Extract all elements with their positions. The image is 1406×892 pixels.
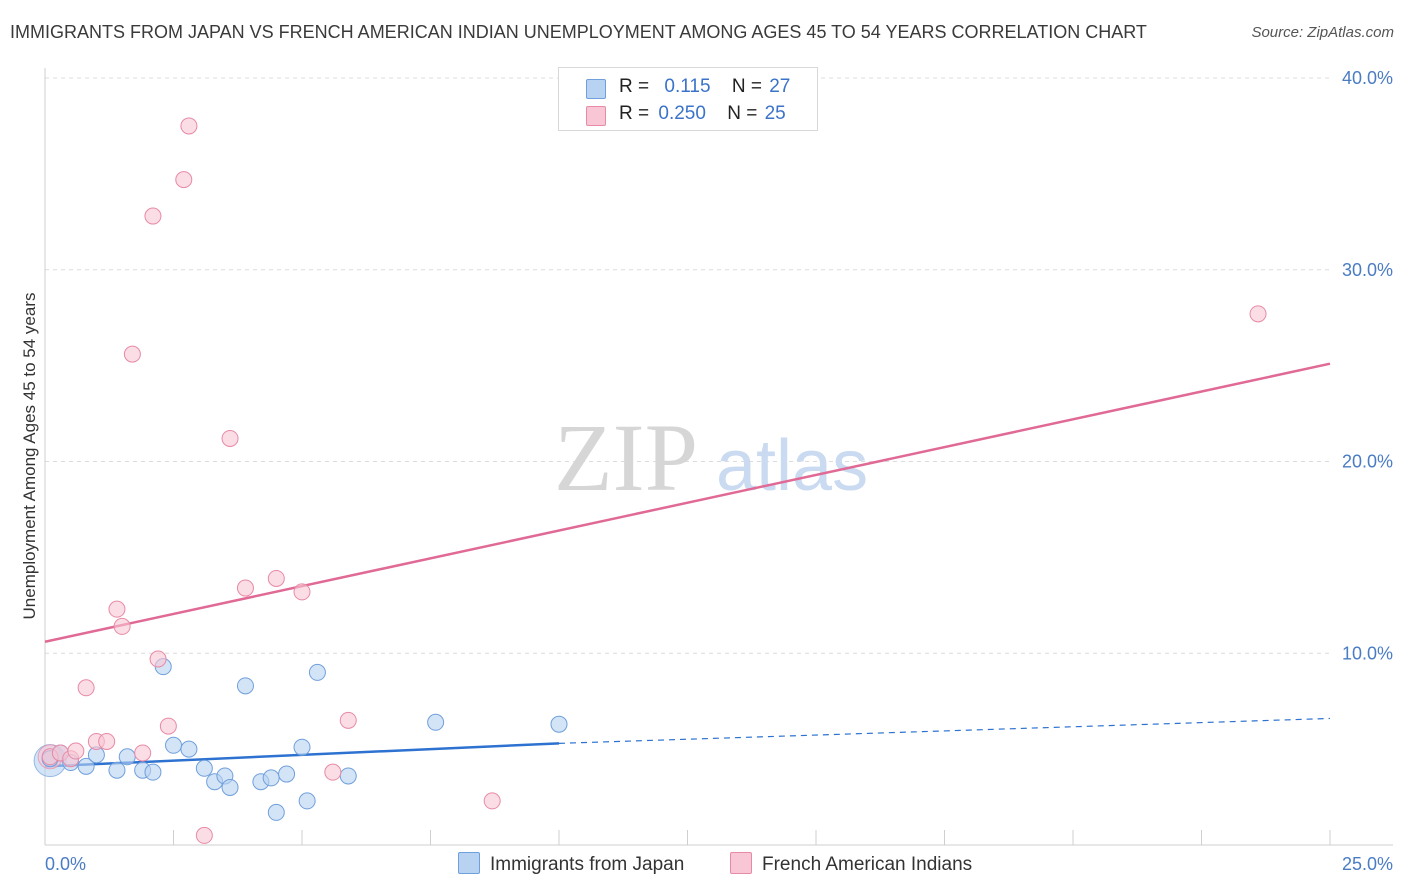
y-axis-label: Unemployment Among Ages 45 to 54 years: [20, 293, 39, 620]
legend-r-label: R =: [619, 103, 650, 124]
point-french: [339, 711, 357, 729]
point-french: [195, 826, 213, 844]
legend-n-value: 27: [769, 76, 791, 97]
point-japan: [267, 803, 285, 821]
point-french: [149, 650, 167, 668]
legend-r-label: R =: [619, 76, 650, 97]
point-french: [236, 579, 254, 597]
axes: [44, 68, 1393, 846]
legend-n-label: N =: [731, 76, 762, 97]
point-japan: [308, 663, 326, 681]
data-points: [33, 117, 1267, 844]
point-japan: [221, 778, 239, 796]
point-japan: [550, 715, 568, 733]
point-french: [324, 763, 342, 781]
y-tick-label: 30.0%: [1342, 260, 1393, 280]
point-french: [483, 792, 501, 810]
bottom-legend-swatch-french: [730, 852, 752, 874]
trendline-french: [44, 362, 1331, 643]
point-french: [123, 345, 141, 363]
gridlines: [45, 77, 1330, 654]
legend-swatch-japan: [586, 79, 606, 99]
point-japan: [339, 767, 357, 785]
y-tick-label: 10.0%: [1342, 643, 1393, 663]
point-french: [180, 117, 198, 135]
point-japan: [118, 748, 136, 766]
point-french: [144, 207, 162, 225]
point-japan: [298, 792, 316, 810]
point-french: [159, 717, 177, 735]
chart-title: IMMIGRANTS FROM JAPAN VS FRENCH AMERICAN…: [10, 22, 1147, 42]
point-french: [1249, 305, 1267, 323]
point-japan: [278, 765, 296, 783]
watermark-zip: ZIP: [554, 404, 698, 511]
point-japan: [262, 769, 280, 787]
point-japan: [165, 736, 182, 754]
point-french: [293, 583, 311, 601]
x-tick-label: 25.0%: [1342, 854, 1393, 874]
point-french: [267, 569, 285, 587]
y-tick-label: 40.0%: [1342, 68, 1393, 88]
x-tick-label: 0.0%: [45, 854, 86, 874]
point-japan: [427, 713, 445, 731]
bottom-legend-french: French American Indians: [730, 852, 972, 876]
legend-r-value: 0.115: [664, 76, 711, 97]
correlation-legend: R = 0.115 N = 27 R = 0.250 N = 25: [558, 67, 818, 131]
point-french: [98, 732, 116, 750]
point-japan: [180, 740, 198, 758]
point-french: [67, 742, 85, 760]
y-tick-label: 20.0%: [1342, 452, 1393, 472]
legend-swatch-french: [586, 106, 606, 126]
point-french: [134, 744, 152, 762]
point-japan: [195, 759, 213, 777]
point-french: [113, 617, 131, 635]
point-japan: [108, 761, 126, 779]
point-japan: [144, 763, 162, 781]
point-french: [77, 679, 95, 697]
legend-row-japan: R = 0.115 N = 27: [586, 76, 791, 99]
bottom-legend-japan: Immigrants from Japan: [458, 852, 684, 876]
point-french: [221, 429, 239, 447]
bottom-legend-label-french: French American Indians: [762, 854, 973, 875]
watermark: ZIP atlas: [554, 404, 868, 511]
legend-r-value: 0.250: [658, 103, 706, 124]
bottom-legend-label-japan: Immigrants from Japan: [490, 854, 685, 875]
point-japan: [293, 738, 311, 756]
legend-row-french: R = 0.250 N = 25: [586, 103, 786, 126]
point-french: [108, 600, 126, 618]
point-japan: [77, 757, 95, 775]
tick-labels: 10.0% 20.0% 30.0% 40.0% 0.0% 25.0%: [45, 68, 1393, 874]
bottom-legend-swatch-japan: [458, 852, 480, 874]
point-japan: [236, 677, 254, 695]
watermark-atlas: atlas: [716, 426, 868, 506]
legend-n-value: 25: [764, 103, 786, 124]
source-label: Source: ZipAtlas.com: [1251, 24, 1394, 41]
point-french: [175, 171, 193, 189]
trendline-japan-extension: [558, 717, 1331, 744]
legend-n-label: N =: [727, 103, 758, 124]
